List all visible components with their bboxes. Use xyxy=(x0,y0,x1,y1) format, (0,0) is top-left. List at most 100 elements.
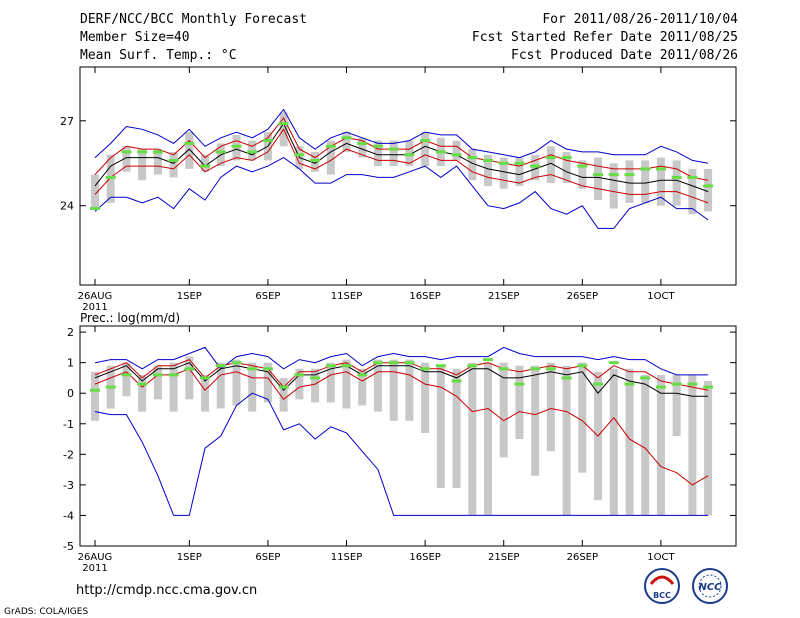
prec-x-tick-label: 1OCT xyxy=(647,552,675,563)
temp-x-tick-label: 1OCT xyxy=(647,291,675,302)
prec-x-tick-label: 26AUG xyxy=(78,552,113,563)
prec-y-tick-label: 0 xyxy=(67,387,74,400)
temp-ensemble-box xyxy=(389,140,398,167)
temp-ensemble-box xyxy=(688,168,697,215)
prec-ensemble-box xyxy=(201,374,210,412)
temp-y-tick-label: 27 xyxy=(60,115,74,128)
temp-ensemble-box xyxy=(484,154,492,186)
prec-ensemble-box xyxy=(326,362,335,403)
member-size-label: Member Size=40 xyxy=(80,30,190,45)
temp-min-line xyxy=(94,157,709,229)
temp-upper-line xyxy=(94,117,709,181)
prec-ensemble-box xyxy=(122,362,131,397)
prec-ensemble-box xyxy=(499,362,508,458)
temp-ensemble-box xyxy=(122,146,131,172)
prec-ensemble-box xyxy=(656,374,665,516)
prec-ensemble-box xyxy=(91,371,99,421)
prec-min-line xyxy=(94,392,709,516)
variable-label: Mean Surf. Temp.: °C xyxy=(80,48,237,63)
temp-x-tick-label: 11SEP xyxy=(331,291,362,302)
temp-x-tick-label: 6SEP xyxy=(255,291,280,302)
prec-ensemble-box xyxy=(531,365,540,476)
temp-x-tick-label: 21SEP xyxy=(488,291,519,302)
prec-ensemble-box xyxy=(578,362,587,473)
prec-x-tick-label: 1SEP xyxy=(177,552,202,563)
temp-ensemble-box xyxy=(625,160,634,203)
bcc-logo: BCC xyxy=(644,568,680,604)
prec-ensemble-box xyxy=(452,368,461,488)
prec-ensemble-box xyxy=(216,362,225,409)
temp-ensemble-box xyxy=(468,149,477,181)
temp-ensemble-box xyxy=(373,140,382,167)
temp-ensemble-box xyxy=(201,154,210,172)
temp-x-tick-label: 1SEP xyxy=(177,291,202,302)
temp-ensemble-box xyxy=(342,132,351,152)
prec-ensemble-box xyxy=(625,368,634,516)
prec-ensemble-box xyxy=(609,368,618,516)
prec-ensemble-box xyxy=(641,374,650,516)
temp-x-tick-year: 2011 xyxy=(82,302,107,313)
temp-ensemble-box xyxy=(138,149,147,181)
prec-ensemble-box xyxy=(358,368,367,406)
temp-ensemble-box xyxy=(515,157,524,186)
prec-y-tick-label: 2 xyxy=(67,326,74,339)
temp-ensemble-box xyxy=(169,151,178,178)
temp-ensemble-box xyxy=(499,157,508,189)
forecast-started-date: Fcst Started Refer Date 2011/08/25 xyxy=(471,30,738,45)
temp-ensemble-box xyxy=(452,140,461,161)
prec-y-tick-label: -1 xyxy=(63,418,74,431)
prec-mean-line xyxy=(94,362,709,397)
prec-ensemble-box xyxy=(515,365,524,440)
temp-ensemble-box xyxy=(704,168,713,212)
prec-ensemble-box xyxy=(421,362,430,433)
temp-ensemble-box xyxy=(358,137,367,158)
prec-ensemble-box xyxy=(562,365,571,516)
precipitation-plot-title: Prec.: log(mm/d) xyxy=(80,311,180,325)
prec-x-tick-label: 26SEP xyxy=(567,552,598,563)
prec-ensemble-box xyxy=(484,362,492,516)
temp-ensemble-box xyxy=(546,146,555,184)
prec-ensemble-box xyxy=(672,374,681,436)
prec-ensemble-box xyxy=(153,365,162,400)
temp-ensemble-box xyxy=(562,151,571,184)
prec-ensemble-box xyxy=(185,356,194,400)
precipitation-plot-frame xyxy=(79,325,737,547)
ncc-logo: NCC xyxy=(692,568,728,604)
temp-mean-line xyxy=(94,122,709,193)
prec-y-tick-label: -4 xyxy=(63,509,74,522)
temp-lower-line xyxy=(94,128,709,204)
prec-ensemble-box xyxy=(373,359,382,412)
temp-x-tick-label: 26AUG xyxy=(78,291,113,302)
prec-ensemble-box xyxy=(248,362,257,412)
chart-title: DERF/NCC/BCC Monthly Forecast xyxy=(80,12,307,27)
prec-ensemble-box xyxy=(342,359,351,409)
prec-x-tick-label: 11SEP xyxy=(331,552,362,563)
prec-ensemble-box xyxy=(263,362,272,403)
temperature-plot-frame xyxy=(79,66,737,286)
temp-ensemble-box xyxy=(185,132,194,169)
forecast-period: For 2011/08/26-2011/10/04 xyxy=(542,12,738,27)
prec-ensemble-box xyxy=(436,365,445,488)
temp-x-tick-label: 26SEP xyxy=(567,291,598,302)
prec-y-tick-label: -2 xyxy=(63,448,74,461)
temp-ensemble-box xyxy=(153,149,162,175)
temp-ensemble-box xyxy=(641,160,650,203)
ncc-logo-text: NCC xyxy=(698,582,722,593)
prec-ensemble-box xyxy=(405,359,414,421)
temp-x-tick-label: 16SEP xyxy=(409,291,440,302)
temp-ensemble-box xyxy=(594,157,603,201)
prec-ensemble-box xyxy=(704,381,713,516)
prec-ensemble-box xyxy=(468,362,477,516)
prec-y-tick-label: -3 xyxy=(63,479,74,492)
prec-ensemble-box xyxy=(169,362,178,412)
prec-x-tick-label: 6SEP xyxy=(255,552,280,563)
prec-upper-line xyxy=(94,359,709,391)
prec-x-tick-year: 2011 xyxy=(82,563,107,574)
temp-ensemble-box xyxy=(578,160,587,189)
temp-ensemble-box xyxy=(656,157,665,206)
prec-x-tick-label: 21SEP xyxy=(488,552,519,563)
temp-ensemble-box xyxy=(91,174,99,209)
